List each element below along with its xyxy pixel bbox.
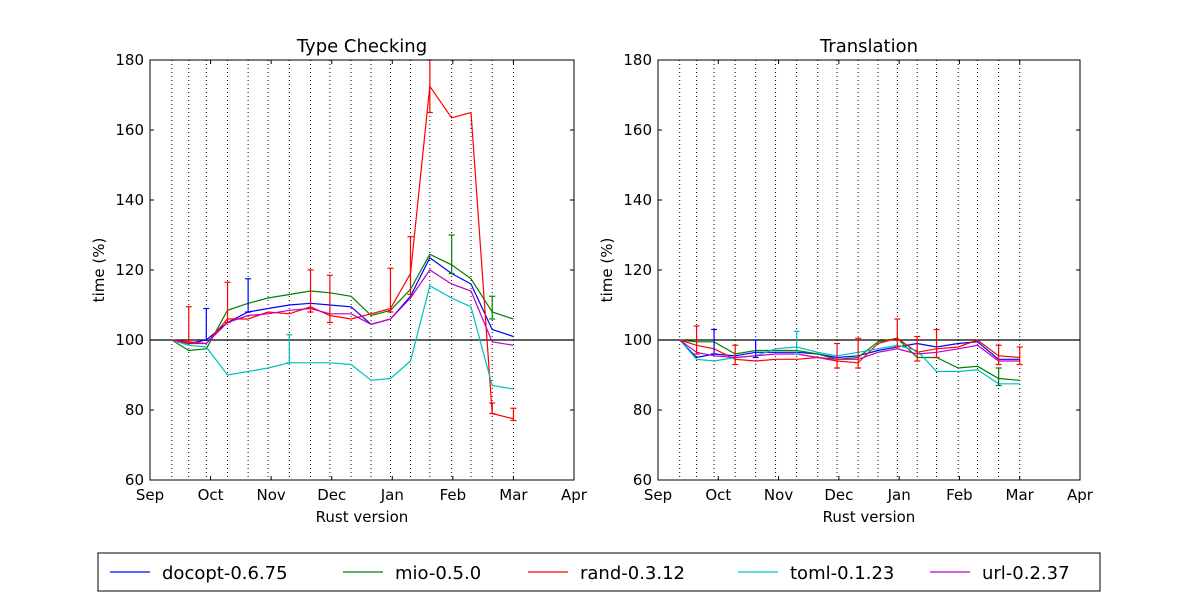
- series-line-docopt: [679, 339, 1020, 360]
- legend-item-docopt: docopt-0.6.75: [110, 563, 288, 584]
- y-tick-label: 60: [633, 471, 652, 489]
- legend-label: docopt-0.6.75: [162, 563, 288, 584]
- x-tick-label: Apr: [561, 486, 588, 504]
- x-tick-label: Dec: [317, 486, 346, 504]
- y-tick-label: 100: [115, 331, 144, 349]
- x-tick-label: Nov: [257, 486, 286, 504]
- legend-item-toml: toml-0.1.23: [738, 563, 894, 584]
- plot-frame: [149, 59, 575, 481]
- legend-label: rand-0.3.12: [580, 563, 685, 584]
- x-tick-label: Jan: [380, 486, 404, 504]
- y-tick-label: 80: [633, 401, 652, 419]
- legend-item-rand: rand-0.3.12: [528, 563, 685, 584]
- x-tick-label: Dec: [824, 486, 853, 504]
- x-tick-label: Sep: [644, 486, 672, 504]
- x-axis-label: Rust version: [316, 508, 409, 526]
- y-tick-label: 160: [623, 121, 652, 139]
- series-line-mio: [171, 253, 514, 352]
- type-checking-chart: Type Checking Sep Oct Nov Dec Jan Feb Mar Apr 60…: [90, 36, 588, 526]
- y-axis-label: time (%): [598, 238, 616, 303]
- legend-item-url: url-0.2.37: [930, 563, 1070, 584]
- series-line-url: [171, 269, 514, 346]
- series-line-toml: [679, 339, 1020, 385]
- x-axis-label: Rust version: [823, 508, 916, 526]
- x-tick-label: Jan: [887, 486, 911, 504]
- x-tick-label: Apr: [1067, 486, 1094, 504]
- x-tick-label: Sep: [136, 486, 164, 504]
- series-line-docopt: [171, 256, 514, 345]
- legend-label: toml-0.1.23: [790, 563, 894, 584]
- chart-title: Translation: [819, 36, 918, 57]
- y-tick-label: 140: [115, 191, 144, 209]
- series-line-mio: [679, 337, 1020, 381]
- x-tick-label: Oct: [705, 486, 731, 504]
- y-tick-label: 120: [623, 261, 652, 279]
- series-line-toml: [171, 284, 514, 390]
- x-tick-label: Mar: [1006, 486, 1035, 504]
- y-tick-label: 140: [623, 191, 652, 209]
- translation-chart: Translation Sep Oct Nov Dec Jan Feb Mar Apr 60 80…: [598, 36, 1094, 526]
- legend: docopt-0.6.75 mio-0.5.0 rand-0.3.12 toml…: [97, 552, 1101, 592]
- y-tick-label: 120: [115, 261, 144, 279]
- x-tick-label: Mar: [499, 486, 528, 504]
- y-tick-label: 80: [125, 401, 144, 419]
- legend-item-mio: mio-0.5.0: [343, 563, 481, 584]
- plot-frame: [657, 59, 1081, 481]
- y-tick-label: 100: [623, 331, 652, 349]
- x-tick-label: Feb: [946, 486, 973, 504]
- x-tick-label: Nov: [764, 486, 793, 504]
- legend-label: mio-0.5.0: [395, 563, 481, 584]
- y-tick-label: 180: [115, 51, 144, 69]
- x-tick-label: Oct: [198, 486, 224, 504]
- series-line-url: [679, 339, 1020, 362]
- chart-title: Type Checking: [296, 36, 427, 57]
- y-tick-label: 180: [623, 51, 652, 69]
- x-tick-label: Feb: [440, 486, 467, 504]
- series-line-rand: [171, 84, 514, 420]
- legend-label: url-0.2.37: [982, 563, 1070, 584]
- y-axis-label: time (%): [90, 238, 108, 303]
- y-tick-label: 160: [115, 121, 144, 139]
- y-tick-label: 60: [125, 471, 144, 489]
